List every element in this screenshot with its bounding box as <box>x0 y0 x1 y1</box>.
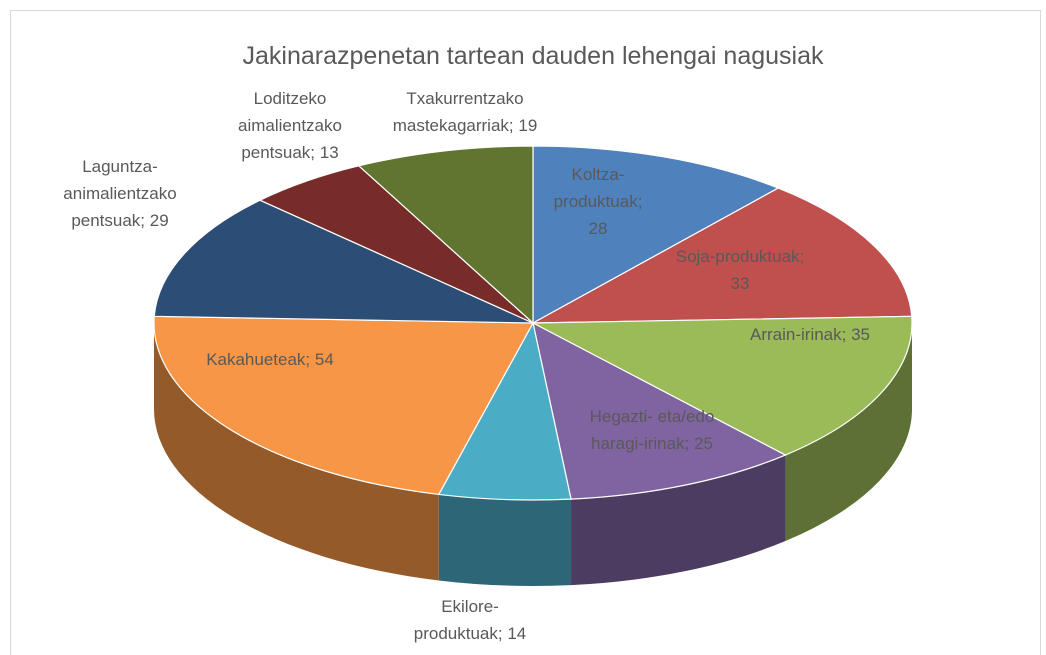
slice <box>153 315 535 496</box>
chart-title: Jakinarazpenetan tartean dauden lehengai… <box>242 42 824 70</box>
slice <box>532 315 913 456</box>
data-label: Koltza-produktuak; 28 <box>554 165 643 238</box>
slice <box>437 321 572 501</box>
data-label: Laguntza-animalientzako pentsuak; 29 <box>63 157 176 230</box>
pie-tops <box>153 145 913 501</box>
data-label: Loditzeko aimalientzako pentsuak; 13 <box>238 89 342 162</box>
slice-side <box>438 494 572 586</box>
slice-side <box>571 455 786 586</box>
data-label: Kakahueteak; 54 <box>206 350 334 369</box>
chart-border <box>10 10 1041 655</box>
slice <box>357 145 534 325</box>
data-label: Soja-produktuak; 33 <box>676 247 805 293</box>
data-labels: Koltza-produktuak; 28 Soja-produktuak; 33 Ar… <box>63 89 870 643</box>
data-label: Ekilore-produktuak; 14 <box>414 597 526 643</box>
slice <box>532 321 787 500</box>
pie-sides <box>154 323 912 586</box>
data-label: Arrain-irinak; 35 <box>750 325 870 344</box>
slice <box>532 145 780 325</box>
slice <box>153 199 534 324</box>
data-label: Hegazti- eta/edo haragi-irinak; 25 <box>590 407 715 453</box>
slice-side <box>785 323 912 542</box>
slice-side <box>154 323 439 581</box>
slice <box>532 187 913 324</box>
data-label: Txakurrentzako mastekagarriak; 19 <box>393 89 538 135</box>
